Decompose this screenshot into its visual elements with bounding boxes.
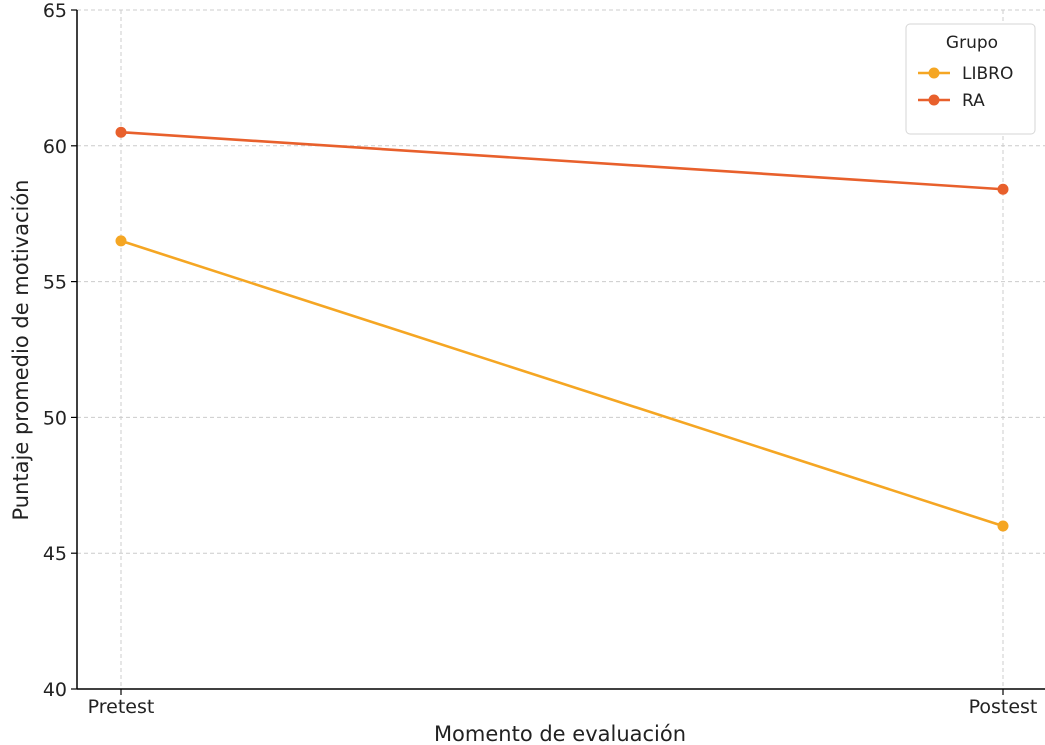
data-point-libro [997,520,1009,532]
y-axis-label: Puntaje promedio de motivación [9,180,33,521]
legend-label-ra: RA [962,91,985,111]
legend-items: LIBRO RA [918,64,1013,111]
y-tick-label: 40 [43,679,67,701]
legend-marker-ra [928,94,940,106]
legend-marker-libro [928,67,940,79]
y-tick-labels: 40 45 50 55 60 65 [43,0,77,701]
series-line-ra [120,130,1004,191]
series-lines [115,126,1009,532]
legend-title: Grupo [946,33,998,53]
legend-label-libro: LIBRO [962,64,1013,84]
legend: Grupo LIBRO RA [905,23,1036,135]
y-tick-label: 65 [43,0,67,22]
x-tick-label: Pretest [88,696,155,718]
x-tick-label: Postest [969,696,1038,718]
y-tick-label: 55 [43,272,67,294]
x-tick-labels: Pretest Postest [88,689,1038,718]
y-tick-label: 50 [43,407,67,429]
series-line-libro [120,239,1004,528]
data-point-libro [115,235,127,247]
axes [76,10,1045,690]
data-point-ra [115,126,127,138]
y-tick-label: 60 [43,136,67,158]
data-point-ra [997,183,1009,195]
grid-lines [77,9,1045,689]
legend-box [905,23,1036,135]
y-tick-label: 45 [43,543,67,565]
x-axis-label: Momento de evaluación [434,722,686,745]
